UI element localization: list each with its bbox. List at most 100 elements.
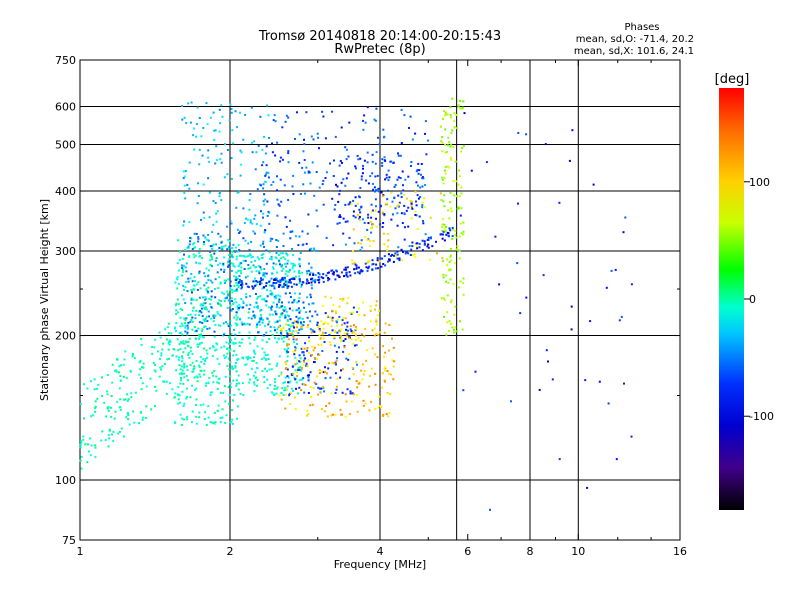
- data-point: [165, 380, 168, 383]
- data-point: [287, 285, 290, 288]
- data-point: [269, 289, 272, 292]
- data-point: [305, 364, 307, 367]
- y-axis-label: Stationary phase Virtual Height [km]: [38, 199, 51, 401]
- data-point: [281, 387, 284, 390]
- data-point: [199, 375, 202, 378]
- data-point: [215, 259, 217, 262]
- data-point: [322, 327, 325, 330]
- x-tick-label: 16: [673, 545, 687, 558]
- data-point: [191, 248, 194, 250]
- data-point: [269, 293, 272, 296]
- data-point: [462, 293, 465, 296]
- data-point: [286, 253, 288, 256]
- data-point: [335, 269, 338, 272]
- data-point: [291, 301, 294, 304]
- data-point: [242, 302, 245, 305]
- data-point: [357, 158, 360, 161]
- data-point: [276, 141, 279, 144]
- data-point: [372, 188, 375, 191]
- data-point: [322, 323, 325, 325]
- data-point: [185, 374, 188, 377]
- data-point: [338, 164, 341, 167]
- data-point: [355, 380, 358, 383]
- data-point: [273, 394, 276, 397]
- chart-title: Tromsø 20140818 20:14:00-20:15:43: [258, 29, 501, 44]
- data-point: [276, 175, 278, 178]
- data-point: [154, 363, 157, 366]
- data-point: [245, 282, 248, 285]
- data-point: [303, 138, 305, 141]
- data-point: [260, 184, 262, 187]
- data-point: [424, 206, 426, 209]
- data-point: [269, 237, 272, 240]
- data-point: [314, 281, 317, 284]
- data-point: [254, 315, 257, 318]
- data-point: [86, 387, 89, 390]
- data-point: [324, 332, 327, 334]
- data-point: [310, 284, 313, 287]
- data-point: [195, 309, 198, 312]
- data-point: [445, 274, 448, 277]
- data-point: [414, 132, 417, 135]
- data-point: [263, 231, 266, 234]
- data-point: [215, 257, 218, 260]
- data-point: [190, 297, 193, 300]
- data-point: [328, 402, 331, 405]
- data-point: [279, 295, 282, 298]
- data-point: [234, 366, 237, 369]
- data-point: [211, 281, 214, 284]
- data-point: [264, 354, 267, 357]
- data-point: [365, 266, 368, 269]
- data-point: [342, 232, 345, 235]
- y-tick-label: 75: [62, 534, 76, 547]
- data-point: [220, 104, 223, 107]
- data-point: [195, 404, 198, 406]
- data-point: [303, 354, 305, 357]
- data-point: [119, 375, 122, 377]
- data-point: [384, 367, 387, 370]
- data-point: [444, 143, 447, 146]
- data-point: [441, 176, 444, 179]
- data-point: [316, 132, 319, 135]
- data-point: [194, 337, 197, 340]
- data-point: [215, 145, 218, 148]
- data-point: [187, 277, 190, 280]
- data-point: [324, 370, 327, 373]
- data-point: [377, 334, 380, 337]
- data-point: [269, 257, 272, 260]
- data-point: [253, 338, 256, 341]
- data-point: [353, 261, 356, 264]
- data-point: [311, 161, 314, 164]
- data-point: [247, 317, 250, 319]
- data-point: [278, 325, 281, 328]
- data-point: [299, 366, 302, 368]
- data-point: [237, 265, 240, 268]
- data-point: [282, 394, 285, 396]
- data-point: [296, 326, 298, 329]
- data-point: [315, 171, 318, 173]
- data-point: [209, 303, 212, 306]
- data-point: [312, 349, 315, 352]
- data-point: [162, 380, 165, 383]
- data-point: [169, 382, 172, 385]
- data-point: [458, 235, 461, 238]
- data-point: [455, 330, 458, 333]
- data-point: [388, 324, 391, 326]
- data-point: [345, 357, 348, 360]
- data-point: [225, 355, 228, 358]
- data-point: [281, 305, 284, 308]
- data-point: [262, 183, 265, 186]
- data-point: [247, 311, 250, 314]
- data-point: [234, 298, 237, 301]
- data-point: [184, 197, 187, 200]
- data-point: [204, 325, 207, 328]
- data-point: [194, 317, 197, 320]
- data-point: [229, 220, 232, 223]
- data-point: [126, 393, 129, 396]
- data-point: [183, 372, 186, 375]
- data-point: [369, 305, 372, 308]
- data-point: [186, 328, 189, 331]
- data-point: [202, 296, 204, 299]
- data-point: [356, 363, 358, 366]
- data-point: [186, 324, 189, 327]
